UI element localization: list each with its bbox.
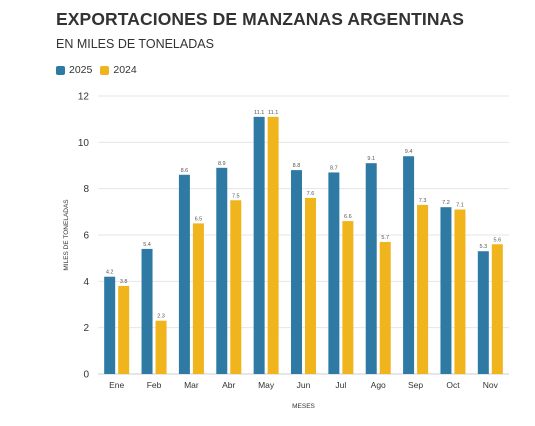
bar-2024-oct xyxy=(454,209,466,374)
bar-2024-feb xyxy=(155,320,167,374)
data-label-2025-ene: 4.2 xyxy=(106,270,114,276)
bar-2024-nov xyxy=(491,244,503,374)
bar-2024-abr xyxy=(230,200,242,374)
chart-title: EXPORTACIONES DE MANZANAS ARGENTINAS xyxy=(56,9,465,29)
y-tick-label: 4 xyxy=(83,277,89,288)
bar-2025-may xyxy=(253,116,265,374)
chart-subtitle: EN MILES DE TONELADAS xyxy=(56,37,214,51)
y-axis-label: MILES DE TONELADAS xyxy=(63,199,70,271)
data-label-2025-jun: 8.8 xyxy=(293,163,301,169)
y-tick-label: 8 xyxy=(83,184,89,195)
y-tick-label: 2 xyxy=(83,323,89,334)
x-axis-label: MESES xyxy=(292,403,315,410)
bar-2025-jun xyxy=(291,170,302,374)
data-label-2025-oct: 7.2 xyxy=(442,200,450,206)
data-label-2024-ene: 3.8 xyxy=(120,279,128,285)
legend: 2025 2024 xyxy=(56,64,145,76)
bar-2025-ene xyxy=(104,276,116,374)
data-label-2024-may: 11.1 xyxy=(268,110,278,116)
legend-label-2025: 2025 xyxy=(69,64,93,76)
data-label-2025-jul: 8.7 xyxy=(330,165,338,171)
data-label-2024-nov: 5.6 xyxy=(493,237,501,243)
bar-2025-feb xyxy=(141,248,153,374)
y-tick-label: 0 xyxy=(83,370,89,381)
x-tick-label-mar: Mar xyxy=(184,380,199,390)
bar-2025-jul xyxy=(328,172,340,374)
x-tick-label-feb: Feb xyxy=(147,380,162,390)
x-tick-label-abr: Abr xyxy=(222,380,235,390)
bar-2025-ago xyxy=(365,163,377,374)
bar-2025-sep xyxy=(403,156,415,374)
legend-item-2025[interactable]: 2025 xyxy=(56,64,92,76)
data-label-2024-jul: 6.6 xyxy=(344,214,352,220)
legend-label-2024: 2024 xyxy=(113,64,137,76)
bar-2024-jul xyxy=(342,221,354,374)
x-tick-label-ago: Ago xyxy=(371,380,386,390)
legend-swatch-2025 xyxy=(56,65,65,75)
data-label-2024-oct: 7.1 xyxy=(456,203,464,209)
data-label-2024-mar: 6.5 xyxy=(195,216,203,222)
data-label-2024-feb: 2.3 xyxy=(157,314,165,320)
data-label-2025-mar: 8.6 xyxy=(181,168,189,174)
legend-item-2024[interactable]: 2024 xyxy=(100,64,137,76)
x-tick-label-sep: Sep xyxy=(408,380,423,390)
x-tick-label-may: May xyxy=(258,380,275,390)
y-tick-label: 10 xyxy=(78,138,90,149)
x-tick-label-jul: Jul xyxy=(335,380,346,390)
bar-2024-ago xyxy=(379,241,391,374)
x-tick-label-ene: Ene xyxy=(109,380,124,390)
bar-2025-abr xyxy=(216,167,228,374)
bar-2024-may xyxy=(267,116,279,374)
data-label-2024-sep: 7.3 xyxy=(419,198,427,204)
data-label-2024-ago: 5.7 xyxy=(381,235,389,241)
bar-2024-ene xyxy=(118,285,130,374)
legend-swatch-2024 xyxy=(100,65,110,75)
y-tick-label: 12 xyxy=(78,92,90,103)
bar-2025-oct xyxy=(440,207,452,374)
x-tick-label-oct: Oct xyxy=(446,380,460,390)
data-label-2025-ago: 9.1 xyxy=(367,156,375,162)
data-label-2025-sep: 9.4 xyxy=(405,149,413,155)
bar-2025-nov xyxy=(477,251,489,374)
data-label-2024-jun: 7.6 xyxy=(307,191,315,197)
x-tick-label-nov: Nov xyxy=(483,380,499,390)
bar-2024-sep xyxy=(417,204,429,374)
data-label-2025-nov: 5.3 xyxy=(479,244,487,250)
y-tick-label: 6 xyxy=(83,231,89,242)
x-tick-label-jun: Jun xyxy=(297,380,311,390)
data-label-2024-abr: 7.5 xyxy=(232,193,240,199)
bar-2024-jun xyxy=(305,197,316,374)
bar-2024-mar xyxy=(192,223,204,374)
bar-2025-mar xyxy=(178,174,190,374)
data-label-2025-may: 11.1 xyxy=(254,110,264,116)
data-label-2025-feb: 5.4 xyxy=(143,242,151,248)
data-label-2025-abr: 8.9 xyxy=(218,161,226,167)
